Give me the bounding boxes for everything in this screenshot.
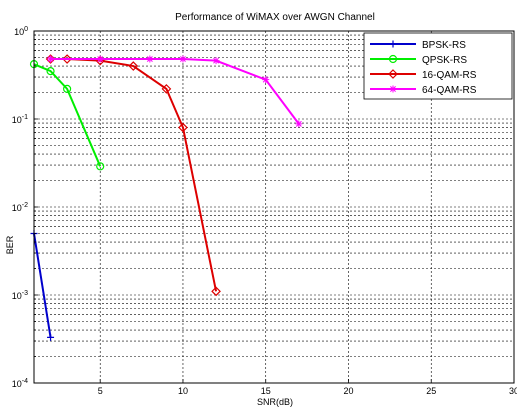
x-tick-label: 25 [426,386,436,396]
data-point [47,55,55,63]
series-group [29,54,303,341]
y-tick-base: 10 [12,203,22,213]
series-line [33,233,52,338]
data-point [388,69,398,79]
chart-title: Performance of WiMAX over AWGN Channel [175,12,375,23]
legend-label: 16-QAM-RS [422,70,477,81]
x-axis-label: SNR(dB) [257,397,293,407]
y-tick-base: 10 [12,291,22,301]
legend-item: QPSK-RS [370,54,467,66]
y-tick-label: 10-3 [12,290,28,301]
series-line [50,58,300,125]
legend-item: 16-QAM-RS [370,69,477,81]
y-tick-label: 10-1 [12,114,28,125]
data-point [146,55,154,63]
data-point [389,85,397,93]
x-tick-label: 15 [261,386,271,396]
y-tick-exponent: -3 [22,290,28,297]
y-tick-base: 10 [12,115,22,125]
y-tick-exponent: -4 [22,378,28,385]
y-axis-label: BER [5,235,15,254]
data-point [161,84,172,94]
y-tick-exponent: 0 [24,26,28,33]
series-16-qam-rs [45,54,221,297]
series-line [33,63,102,167]
data-point [63,84,72,93]
legend-item: 64-QAM-RS [370,85,477,96]
data-point [62,54,72,64]
legend-item: BPSK-RS [370,40,466,51]
legend: BPSK-RS QPSK-RS 16-QAM-RS 64-QAM-RS [363,32,513,100]
y-tick-base: 10 [14,27,24,37]
data-point [389,40,397,48]
data-point [212,57,220,65]
series-64-qam-rs [47,55,303,128]
y-tick-label: 100 [14,26,28,37]
data-point [178,122,188,133]
data-point [47,333,55,341]
data-point [96,55,104,63]
data-point [46,67,55,76]
data-point [179,55,187,63]
legend-label: QPSK-RS [422,55,467,66]
x-tick-label: 30 [509,386,517,396]
data-point [262,76,270,84]
data-point [295,120,303,128]
data-point [388,54,398,64]
series-line [50,58,218,292]
x-tick-label: 10 [178,386,188,396]
data-point [211,286,221,297]
y-tick-exponent: -1 [22,114,28,121]
y-tick-exponent: -2 [22,202,28,209]
x-tick-label: 20 [343,386,353,396]
legend-label: 64-QAM-RS [422,85,477,96]
legend-label: BPSK-RS [422,40,466,51]
y-tick-label: 10-4 [12,378,28,389]
data-point [96,162,105,171]
data-point [128,61,139,71]
data-point [45,54,56,64]
y-tick-base: 10 [12,379,22,389]
y-tick-label: 10-2 [12,202,28,213]
x-tick-label: 5 [98,386,103,396]
